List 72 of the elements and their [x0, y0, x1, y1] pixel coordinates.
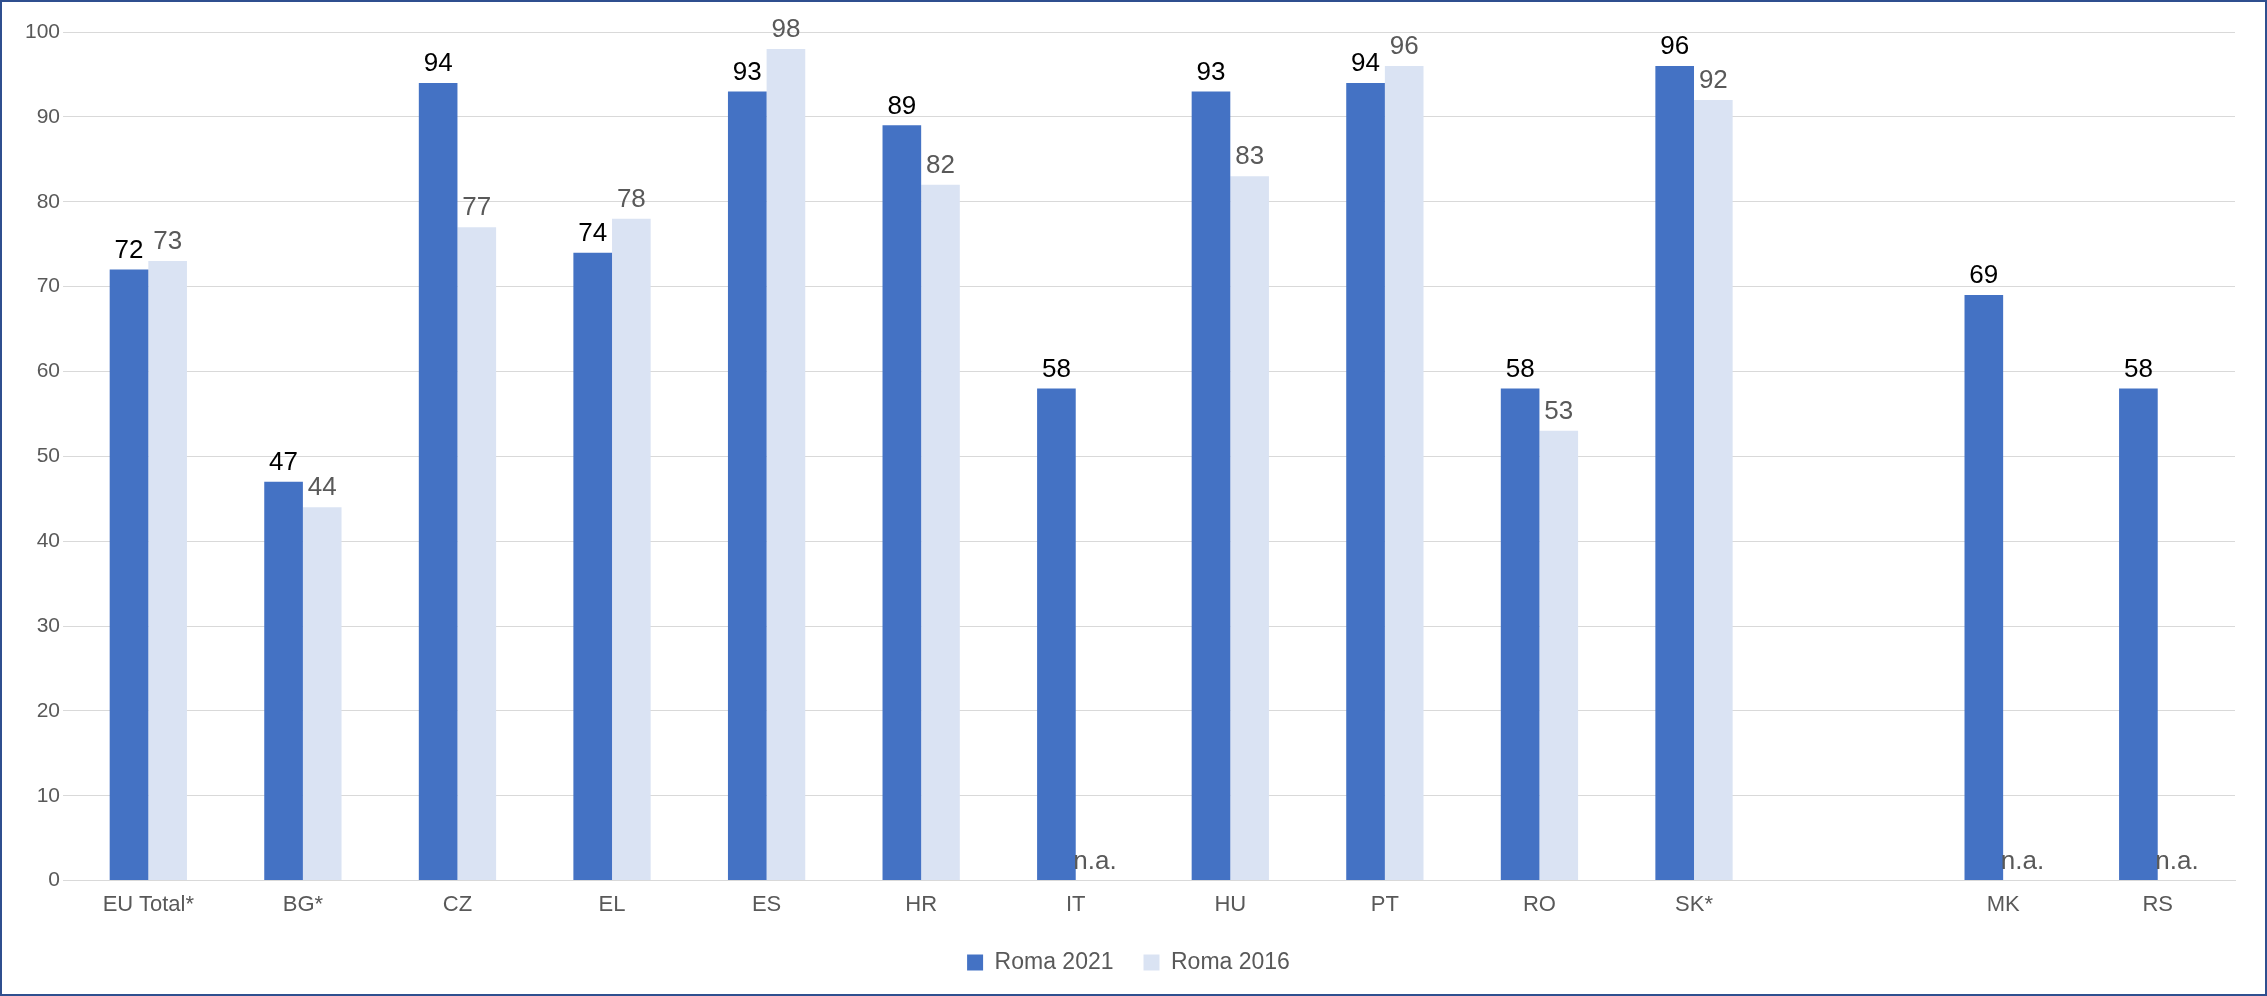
data-label: 93 [732, 55, 762, 86]
x-tick-label: IT [1065, 890, 1086, 916]
data-label: 53 [1544, 395, 1574, 426]
bar [302, 507, 342, 881]
data-label: 69 [1969, 259, 1999, 290]
data-label: 77 [462, 191, 492, 222]
bar [1384, 65, 1424, 881]
data-label: 73 [153, 225, 183, 256]
bar [612, 218, 651, 881]
bar [1539, 430, 1579, 881]
bar [1964, 295, 2004, 881]
data-label: 44 [307, 471, 337, 502]
x-tick-label: EL [598, 890, 626, 916]
y-tick-label: 0 [48, 867, 61, 891]
bar [573, 252, 613, 881]
bar [1346, 82, 1385, 881]
data-label: 78 [616, 182, 646, 213]
data-label: 58 [1041, 352, 1071, 383]
x-tick-label: HR [905, 890, 938, 916]
y-tick-label: 20 [36, 697, 61, 721]
bar [457, 227, 497, 881]
bar [418, 82, 458, 881]
data-label: 47 [269, 445, 299, 476]
data-label: 72 [114, 233, 144, 264]
y-tick-label: 50 [36, 443, 61, 467]
bar [1037, 388, 1076, 881]
bar [1191, 91, 1231, 881]
data-label: 74 [578, 216, 608, 247]
data-label: 58 [1505, 352, 1535, 383]
bar [882, 125, 922, 881]
bar [921, 184, 960, 881]
bar [148, 261, 187, 881]
bar [2119, 388, 2158, 881]
y-tick-label: 40 [36, 527, 61, 551]
data-label: 89 [887, 89, 917, 120]
data-label: 94 [1351, 47, 1381, 78]
bar [766, 48, 806, 881]
x-tick-label: EU Total* [102, 890, 195, 916]
data-label: 98 [771, 13, 801, 44]
y-tick-label: 60 [36, 358, 61, 382]
x-tick-label: SK* [1675, 890, 1714, 916]
bar [109, 269, 149, 881]
legend-label: Roma 2021 [994, 947, 1114, 974]
data-label: 83 [1235, 140, 1265, 171]
data-label: 82 [926, 148, 955, 179]
y-tick-label: 100 [24, 18, 61, 42]
y-tick-label: 90 [36, 103, 61, 127]
y-tick-label: 70 [36, 273, 61, 297]
data-label: 58 [2123, 352, 2153, 383]
y-tick-label: 30 [36, 612, 61, 636]
x-tick-label: HU [1214, 890, 1247, 916]
data-label: 93 [1196, 55, 1226, 86]
data-label: 92 [1698, 64, 1728, 95]
bar [727, 91, 767, 881]
bar [1655, 65, 1695, 881]
x-tick-label: MK [1986, 890, 2020, 916]
bar [1694, 99, 1733, 881]
x-tick-label: CZ [442, 890, 473, 916]
x-tick-label: PT [1370, 890, 1399, 916]
y-tick-label: 80 [36, 188, 61, 212]
bar [264, 481, 303, 881]
x-tick-label: BG* [282, 890, 324, 916]
bar [1230, 176, 1269, 881]
data-label: 96 [1660, 30, 1690, 61]
x-tick-label: RO [1522, 890, 1556, 916]
x-tick-label: RS [2142, 890, 2173, 916]
x-tick-label: ES [751, 890, 782, 916]
y-tick-label: 10 [36, 782, 61, 806]
data-label: 96 [1389, 30, 1419, 61]
bar [1500, 388, 1540, 881]
data-label: 94 [423, 47, 453, 78]
legend-label: Roma 2016 [1171, 947, 1290, 974]
